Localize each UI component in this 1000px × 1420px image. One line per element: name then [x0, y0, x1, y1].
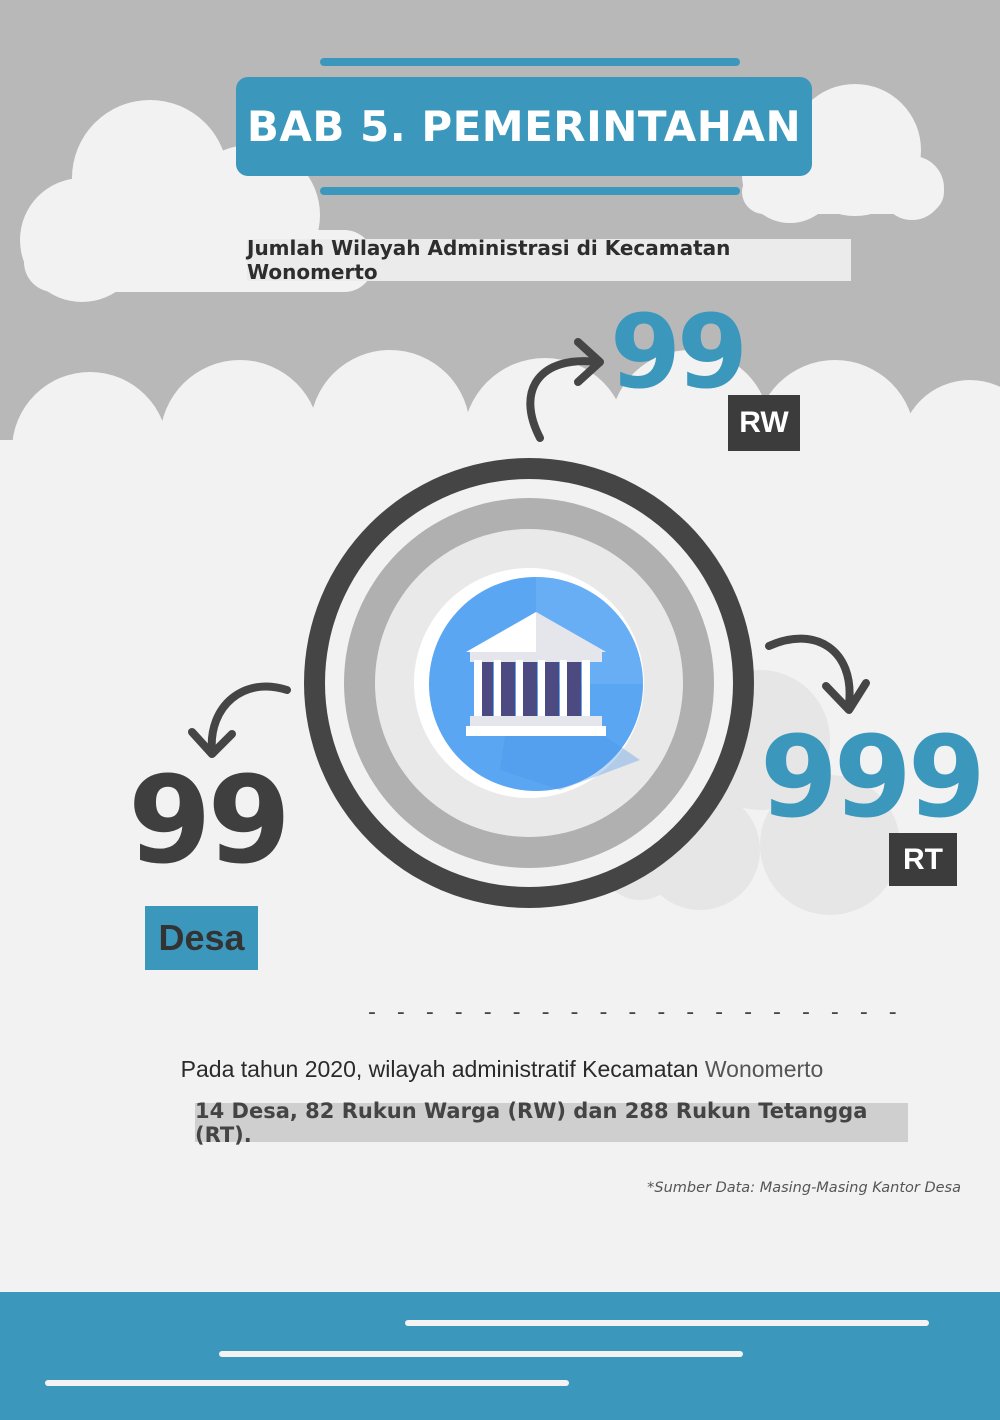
summary-prefix: Pada tahun 2020, wilayah administratif K…	[180, 1056, 705, 1082]
source-note: *Sumber Data: Masing-Masing Kantor Desa	[647, 1180, 961, 1196]
arrow-to-desa-icon	[188, 682, 291, 758]
dashed-separator: - - - - - - - - - - - - - - - - - - -	[368, 1000, 904, 1025]
summary-text: Pada tahun 2020, wilayah administratif K…	[0, 1056, 1000, 1083]
footer-lines	[45, 1320, 929, 1386]
summary-highlight: 14 Desa, 82 Rukun Warga (RW) dan 288 Ruk…	[195, 1099, 908, 1147]
desa-label: Desa	[145, 906, 258, 970]
page-title: BAB 5. PEMERINTAHAN	[236, 77, 812, 176]
rt-label: RT	[889, 833, 957, 886]
title-bars	[320, 58, 740, 195]
rw-count: 99	[610, 293, 748, 412]
summary-place: Wonomerto	[704, 1056, 824, 1082]
rt-count: 999	[760, 713, 986, 843]
arrow-to-rw-icon	[526, 338, 604, 442]
government-building-icon	[429, 577, 643, 791]
rw-label: RW	[728, 395, 800, 451]
arrow-to-rt-icon	[765, 634, 870, 714]
desa-count: 99	[128, 752, 291, 891]
subtitle: Jumlah Wilayah Administrasi di Kecamatan…	[247, 236, 851, 284]
